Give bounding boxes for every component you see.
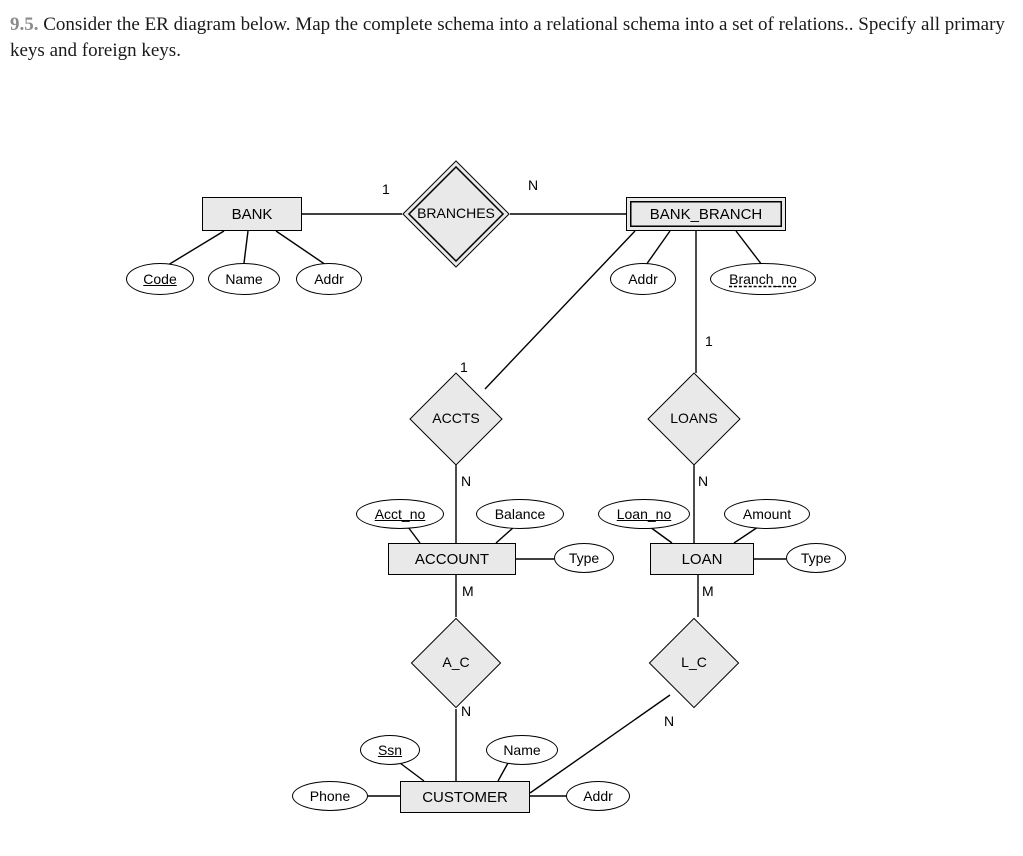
entity-account: ACCOUNT (388, 543, 516, 575)
question-number: 9.5. (10, 14, 39, 35)
edge-bb-accts (485, 231, 635, 389)
edge-bb-addr (646, 231, 670, 265)
question-body: Consider the ER diagram below. Map the c… (10, 14, 1005, 61)
er-diagram: BANKBANK_BRANCHACCOUNTLOANCUSTOMERBRANCH… (10, 123, 930, 843)
edge-bank-addr (276, 231, 326, 265)
entity-customer: CUSTOMER (400, 781, 530, 813)
edge-amount-loan (734, 527, 758, 543)
edge-ssn-customer (400, 763, 424, 781)
edge-acctno-account (408, 527, 420, 543)
edge-bank-name (244, 231, 248, 263)
edge-bank-code (168, 231, 224, 265)
edge-balance-account (496, 527, 514, 543)
entity-loan: LOAN (650, 543, 754, 575)
question-text: 9.5. Consider the ER diagram below. Map … (10, 12, 1011, 63)
edge-name-customer (498, 763, 508, 781)
entity-bank: BANK (202, 197, 302, 231)
entity-bank_branch: BANK_BRANCH (626, 197, 786, 231)
edge-loanno-loan (650, 527, 672, 543)
edge-bb-branchno (736, 231, 762, 265)
